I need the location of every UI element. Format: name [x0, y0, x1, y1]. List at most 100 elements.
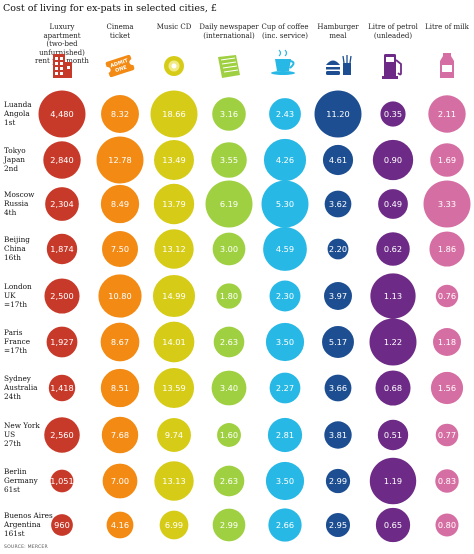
- value-label: 3.16: [220, 109, 238, 119]
- value-label: 3.55: [220, 155, 238, 165]
- value-label: 11.20: [326, 109, 349, 119]
- bubble: [372, 139, 414, 181]
- bubble: [205, 180, 253, 228]
- bubble: [435, 423, 459, 447]
- bubble: [43, 141, 81, 179]
- value-label: 13.59: [162, 383, 185, 393]
- bubble: [96, 136, 144, 184]
- bubble: [100, 322, 140, 362]
- city-label: Beijing China 16th: [4, 235, 30, 262]
- bubble: [269, 280, 301, 312]
- value-label: 2,840: [50, 155, 73, 165]
- value-label: 3.81: [329, 430, 347, 440]
- bubble: [102, 231, 138, 267]
- city-label: Luanda Angola 1st: [4, 100, 32, 127]
- value-label: 8.51: [111, 383, 129, 393]
- bubble: [314, 90, 362, 138]
- hamburger-meal-icon: [326, 55, 352, 75]
- bubble: [435, 284, 459, 308]
- compact-disc-icon: [164, 56, 184, 76]
- bubble: [324, 421, 352, 449]
- value-label: 3.50: [276, 476, 294, 486]
- bubble: [324, 374, 352, 402]
- value-label: 1.86: [438, 244, 456, 254]
- bubble: [100, 184, 140, 224]
- value-label: 2.27: [276, 383, 294, 393]
- bubble: [377, 419, 409, 451]
- value-label: 2,560: [50, 430, 73, 440]
- bubble: [212, 508, 246, 542]
- value-label: 0.65: [384, 520, 402, 530]
- column-header: Cup of coffee (inc. service): [261, 23, 309, 40]
- bubble: [435, 513, 459, 537]
- city-label: Paris France =17th: [4, 328, 31, 355]
- bubble: [212, 97, 246, 131]
- bubble: [325, 512, 351, 538]
- ticket-text: ADMIT: [110, 58, 130, 70]
- bubble: [101, 95, 139, 133]
- city-label: Berlin Germany 61st: [4, 467, 38, 494]
- bubble: [159, 510, 189, 540]
- value-label: 3.66: [329, 383, 347, 393]
- value-label: 2,304: [50, 199, 73, 209]
- bubble: [428, 95, 466, 133]
- bubble: [375, 370, 411, 406]
- apartment-building-icon: [53, 54, 72, 78]
- city-label: London UK =17th: [4, 282, 32, 309]
- bubble: [375, 507, 411, 543]
- column-header: Litre of petrol (unleaded): [368, 23, 418, 40]
- value-label: 8.49: [111, 199, 129, 209]
- value-label: 10.80: [108, 291, 131, 301]
- value-label: 4.61: [329, 155, 347, 165]
- petrol-pump-icon: [382, 54, 402, 79]
- value-label: 18.66: [162, 109, 185, 119]
- value-label: 9.74: [165, 430, 183, 440]
- bubble: [46, 326, 78, 358]
- bubble: [213, 465, 245, 497]
- bubble: [435, 469, 459, 493]
- value-label: 7.50: [111, 244, 129, 254]
- bubble: [430, 371, 464, 405]
- city-label: New York US 27th: [4, 421, 40, 448]
- value-label: 13.79: [162, 199, 185, 209]
- bubble: [153, 367, 195, 409]
- bubble: [265, 461, 305, 501]
- value-label: 0.80: [438, 520, 456, 530]
- bubble: [267, 417, 303, 453]
- value-label: 3.97: [329, 291, 347, 301]
- value-label: 2.66: [276, 520, 294, 530]
- value-label: 2.99: [329, 476, 347, 486]
- value-label: 4.26: [276, 155, 294, 165]
- column-header: Daily newspaper (international): [199, 23, 259, 40]
- bubble: [150, 90, 198, 138]
- column-header: Cinema ticket: [106, 23, 134, 40]
- value-label: 1.69: [438, 155, 456, 165]
- value-label: 2.43: [276, 109, 294, 119]
- value-label: 2,500: [50, 291, 73, 301]
- bubble: [263, 138, 307, 182]
- bubble: [423, 180, 471, 228]
- bubble: [153, 183, 195, 225]
- bubble: [157, 418, 191, 452]
- bubble: [269, 372, 301, 404]
- bubble: [50, 469, 74, 493]
- value-label: 0.76: [438, 291, 456, 301]
- bubble: [98, 274, 142, 318]
- value-label: 6.19: [220, 199, 238, 209]
- chart-title: Cost of living for ex-pats in selected c…: [3, 3, 217, 14]
- bubble: [217, 423, 241, 447]
- bubble: [325, 468, 351, 494]
- value-label: 2.30: [276, 291, 294, 301]
- bubble: [154, 140, 194, 180]
- value-label: 1,418: [50, 383, 73, 393]
- value-label: 2.20: [329, 244, 347, 254]
- bubble: [211, 142, 247, 178]
- bubble: [102, 463, 138, 499]
- milk-bottle-icon: [440, 53, 454, 78]
- bubble: [369, 318, 417, 366]
- bubble: [100, 368, 140, 408]
- value-label: 0.90: [384, 155, 402, 165]
- value-label: 2.11: [438, 109, 456, 119]
- value-label: 4,480: [50, 109, 73, 119]
